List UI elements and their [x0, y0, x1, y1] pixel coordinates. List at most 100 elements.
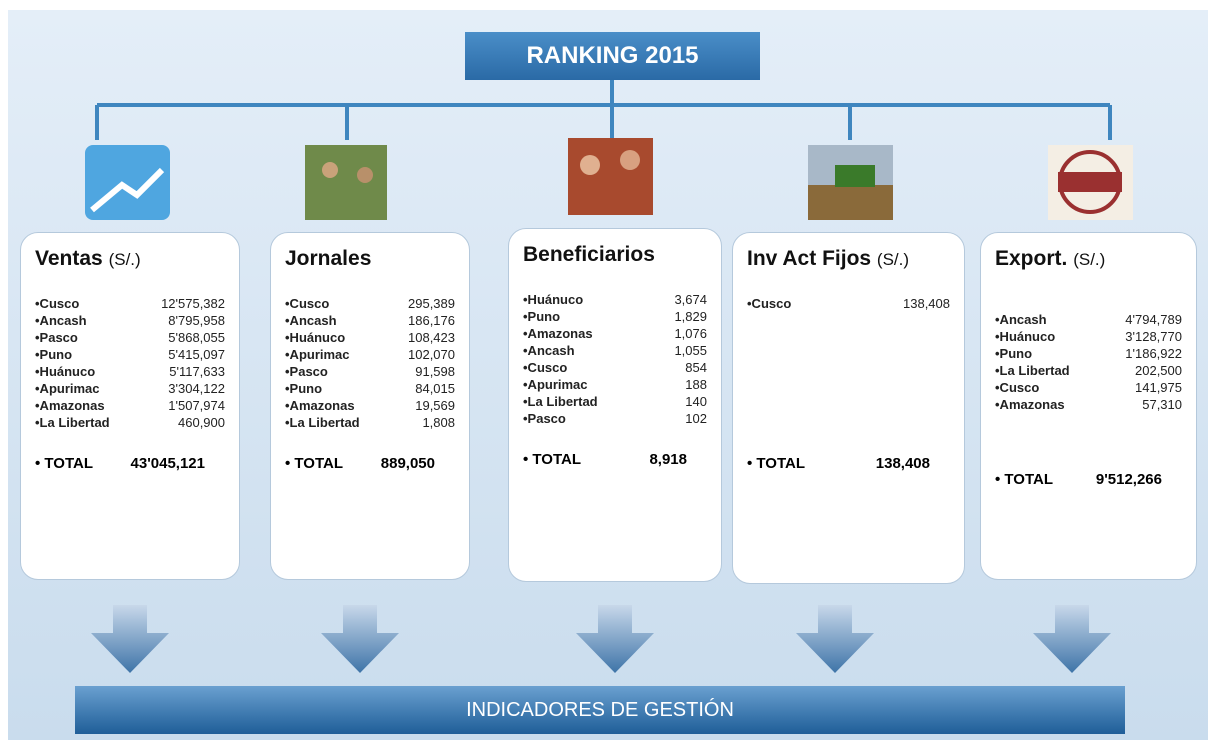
row-name: •Huánuco — [523, 291, 583, 308]
row-name: •La Libertad — [35, 414, 110, 431]
row: •Huánuco 108,423 — [285, 329, 455, 346]
row-name: •Cusco — [523, 359, 567, 376]
total-value: 8,918 — [649, 451, 687, 468]
row-value: 5'868,055 — [168, 329, 225, 346]
row-value: 1,808 — [422, 414, 455, 431]
row: •La Libertad 1,808 — [285, 414, 455, 431]
row-value: 1,829 — [674, 308, 707, 325]
row-value: 5'415,097 — [168, 346, 225, 363]
card: Beneficiarios •Huánuco 3,674 •Puno 1,829 •Ama… — [508, 228, 722, 582]
card-title-text: Inv Act Fijos — [747, 247, 871, 270]
row-name: •Huánuco — [285, 329, 345, 346]
card-title: Jornales — [285, 247, 455, 271]
card-unit: (S/.) — [1073, 250, 1105, 269]
row-value: 5'117,633 — [169, 363, 225, 380]
row-value: 854 — [685, 359, 707, 376]
row: •La Libertad 140 — [523, 393, 707, 410]
card-title: Inv Act Fijos (S/.) — [747, 247, 950, 271]
footer-title: INDICADORES DE GESTIÓN — [75, 686, 1125, 734]
row-name: •Apurimac — [285, 346, 350, 363]
card-title: Beneficiarios — [523, 243, 707, 267]
row: •Amazonas1'507,974 — [35, 397, 225, 414]
row-value: 3,674 — [674, 291, 707, 308]
row-name: •Puno — [523, 308, 560, 325]
row: •Ancash186,176 — [285, 312, 455, 329]
row-name: •Amazonas — [523, 325, 593, 342]
row-value: 102,070 — [408, 346, 455, 363]
row-value: 84,015 — [415, 380, 455, 397]
row: •Cusco12'575,382 — [35, 295, 225, 312]
row: •Puno 1,829 — [523, 308, 707, 325]
row-name: •Pasco — [35, 329, 78, 346]
card-title: Ventas (S/.) — [35, 247, 225, 271]
row-name: •Ancash — [285, 312, 337, 329]
row-name: •Cusco — [995, 379, 1039, 396]
row-name: •Amazonas — [995, 396, 1065, 413]
total-label: • TOTAL — [747, 455, 805, 472]
row: •Huánuco 3,674 — [523, 291, 707, 308]
total-label: • TOTAL — [995, 471, 1053, 488]
row-name: •Puno — [285, 380, 322, 397]
row-value: 460,900 — [178, 414, 225, 431]
row-name: •La Libertad — [523, 393, 598, 410]
total: • TOTAL 889,050 — [285, 455, 455, 472]
row-value: 12'575,382 — [161, 295, 225, 312]
row-name: •Apurimac — [523, 376, 588, 393]
row-name: •Pasco — [285, 363, 328, 380]
row-value: 202,500 — [1135, 362, 1182, 379]
row: •Cusco 854 — [523, 359, 707, 376]
row-name: •Cusco — [285, 295, 329, 312]
page: RANKING 2015 Ventas (S/.)•Cusco12'575,38… — [0, 0, 1213, 747]
row-value: 3'128,770 — [1125, 328, 1182, 345]
row-value: 188 — [685, 376, 707, 393]
row: •Apurimac 102,070 — [285, 346, 455, 363]
row-value: 91,598 — [415, 363, 455, 380]
row-name: •Ancash — [523, 342, 575, 359]
card-unit: (S/.) — [109, 250, 141, 269]
card-title-text: Beneficiarios — [523, 243, 655, 266]
row-value: 108,423 — [408, 329, 455, 346]
total-value: 138,408 — [876, 455, 930, 472]
row-value: 140 — [685, 393, 707, 410]
total: • TOTAL 8,918 — [523, 451, 707, 468]
row-name: •Apurimac — [35, 380, 100, 397]
row-value: 295,389 — [408, 295, 455, 312]
row-name: •Cusco — [747, 295, 791, 312]
header-title: RANKING 2015 — [465, 32, 760, 80]
row-value: 19,569 — [415, 397, 455, 414]
card-title-text: Ventas — [35, 247, 103, 270]
row-name: •Pasco — [523, 410, 566, 427]
row: •Huánuco5'117,633 — [35, 363, 225, 380]
row: •Ancash 8'795,958 — [35, 312, 225, 329]
row: •Puno 84,015 — [285, 380, 455, 397]
row-name: •La Libertad — [285, 414, 360, 431]
row: •Amazonas19,569 — [285, 397, 455, 414]
row-name: •Puno — [35, 346, 72, 363]
total-value: 889,050 — [381, 455, 435, 472]
card-title-text: Export. — [995, 247, 1067, 270]
row-name: •Ancash — [35, 312, 87, 329]
row: •La Libertad 460,900 — [35, 414, 225, 431]
row: •Ancash 1,055 — [523, 342, 707, 359]
row-value: 8'795,958 — [168, 312, 225, 329]
row-value: 1,055 — [674, 342, 707, 359]
row-name: •Ancash — [995, 311, 1047, 328]
row: •Amazonas 57,310 — [995, 396, 1182, 413]
total-label: • TOTAL — [523, 451, 581, 468]
total-label: • TOTAL — [285, 455, 343, 472]
card: Export. (S/.) •Ancash4'794,789•Huánuco3'1… — [980, 232, 1197, 580]
row-value: 57,310 — [1142, 396, 1182, 413]
row-value: 1,076 — [674, 325, 707, 342]
card-unit: (S/.) — [877, 250, 909, 269]
total-label: • TOTAL — [35, 455, 93, 472]
